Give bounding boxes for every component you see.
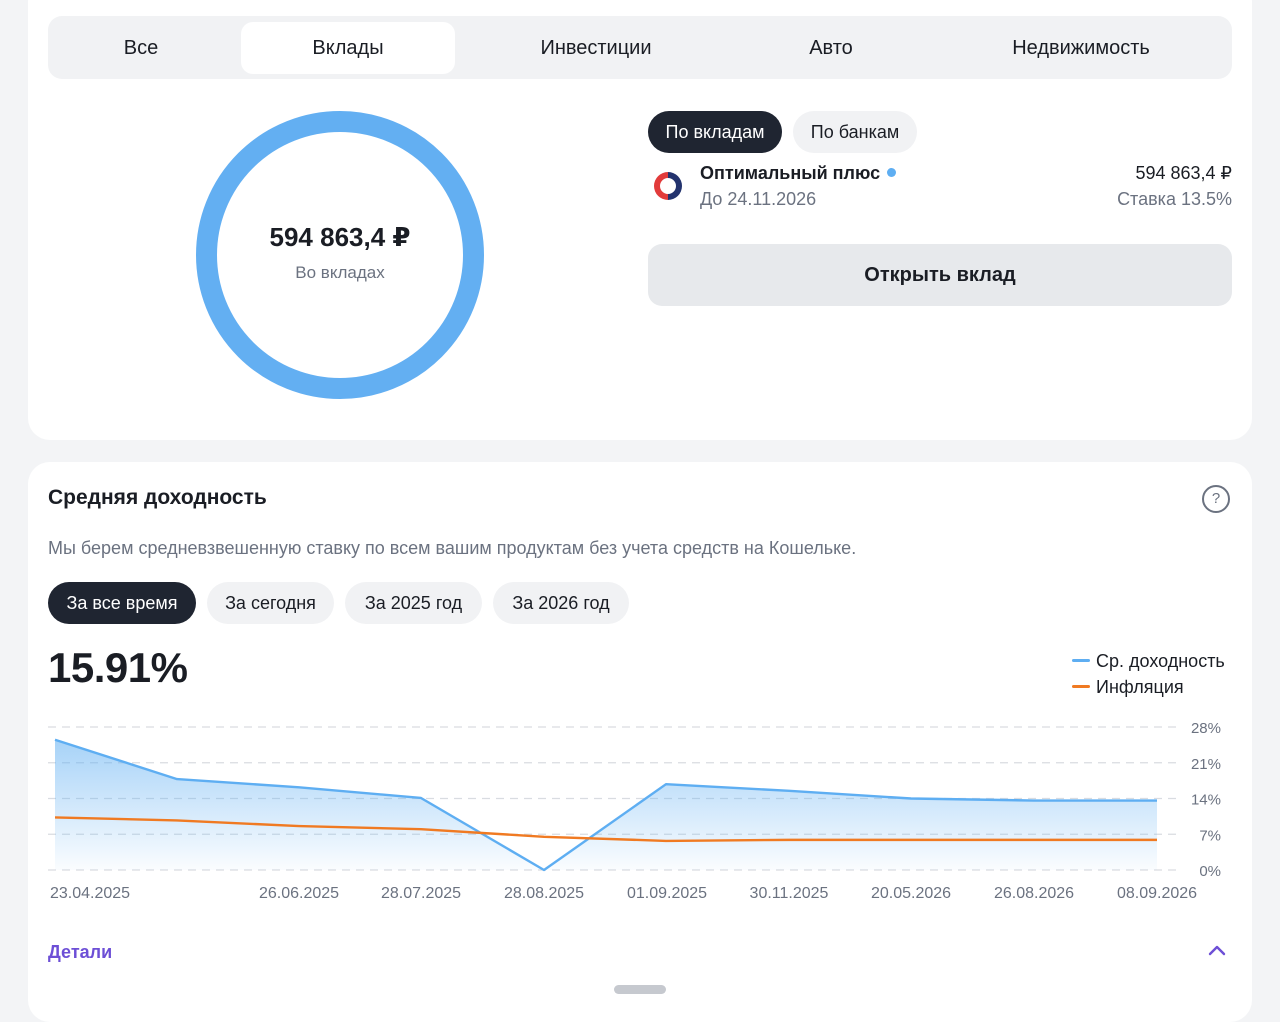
x-tick-label: 28.07.2025 <box>381 885 461 902</box>
x-tick-label: 08.09.2026 <box>1117 885 1197 902</box>
tab-all[interactable]: Все <box>62 22 220 74</box>
bank-logo-icon <box>651 169 685 203</box>
period-all-time[interactable]: За все время <box>48 582 196 624</box>
average-yield-value: 15.91% <box>48 644 187 692</box>
yield-chart: 28% 21% 14% 7% 0% 23.04.2025 26.06.2025 28.07.2… <box>0 700 1280 915</box>
period-2025[interactable]: За 2025 год <box>345 582 482 624</box>
period-today[interactable]: За сегодня <box>207 582 334 624</box>
y-tick-label: 28% <box>1191 720 1221 737</box>
chevron-up-icon[interactable] <box>1206 943 1228 959</box>
section-description: Мы берем средневзвешенную ставку по всем… <box>48 538 856 559</box>
chart-legend: Ср. доходность Инфляция <box>1072 648 1225 700</box>
tab-real-estate[interactable]: Недвижимость <box>968 22 1194 74</box>
legend-swatch-yield <box>1072 659 1090 662</box>
y-tick-label: 21% <box>1191 756 1221 773</box>
tab-auto[interactable]: Авто <box>734 22 928 74</box>
y-tick-label: 14% <box>1191 792 1221 809</box>
x-tick-label: 01.09.2025 <box>627 885 707 902</box>
x-tick-label: 20.05.2026 <box>871 885 951 902</box>
category-tabs: Все Вклады Инвестиции Авто Недвижимость <box>48 16 1232 79</box>
section-title: Средняя доходность <box>48 486 267 510</box>
legend-item-yield: Ср. доходность <box>1072 648 1225 674</box>
legend-item-inflation: Инфляция <box>1072 674 1225 700</box>
deposit-end-date: До 24.11.2026 <box>700 189 816 210</box>
donut-ring <box>207 122 474 389</box>
legend-label-inflation: Инфляция <box>1096 677 1184 697</box>
total-deposits-amount: 594 863,4 ₽ <box>196 222 484 253</box>
yield-area <box>55 740 1157 870</box>
deposit-item[interactable]: Оптимальный плюс <box>700 163 896 184</box>
total-deposits-caption: Во вкладах <box>196 263 484 283</box>
open-deposit-button[interactable]: Открыть вклад <box>648 244 1232 306</box>
tab-deposits[interactable]: Вклады <box>241 22 455 74</box>
tab-investments[interactable]: Инвестиции <box>488 22 704 74</box>
details-link[interactable]: Детали <box>48 942 112 963</box>
y-tick-label: 0% <box>1199 863 1221 880</box>
x-tick-label: 26.06.2025 <box>259 885 339 902</box>
help-icon[interactable]: ? <box>1202 485 1230 513</box>
legend-swatch-inflation <box>1072 685 1090 688</box>
x-tick-label: 23.04.2025 <box>50 885 130 902</box>
x-tick-label: 26.08.2026 <box>994 885 1074 902</box>
deposits-donut-chart <box>196 111 484 399</box>
deposit-rate: Ставка 13.5% <box>1117 189 1232 210</box>
drag-handle[interactable] <box>614 985 666 994</box>
deposit-name: Оптимальный плюс <box>700 163 880 183</box>
deposit-status-dot <box>887 168 896 177</box>
y-tick-label: 7% <box>1199 827 1221 844</box>
by-deposits-toggle[interactable]: По вкладам <box>648 111 782 153</box>
x-tick-label: 28.08.2025 <box>504 885 584 902</box>
legend-label-yield: Ср. доходность <box>1096 651 1225 671</box>
by-banks-toggle[interactable]: По банкам <box>793 111 917 153</box>
deposit-amount: 594 863,4 ₽ <box>1135 163 1232 184</box>
period-2026[interactable]: За 2026 год <box>493 582 629 624</box>
x-tick-label: 30.11.2025 <box>750 885 829 902</box>
